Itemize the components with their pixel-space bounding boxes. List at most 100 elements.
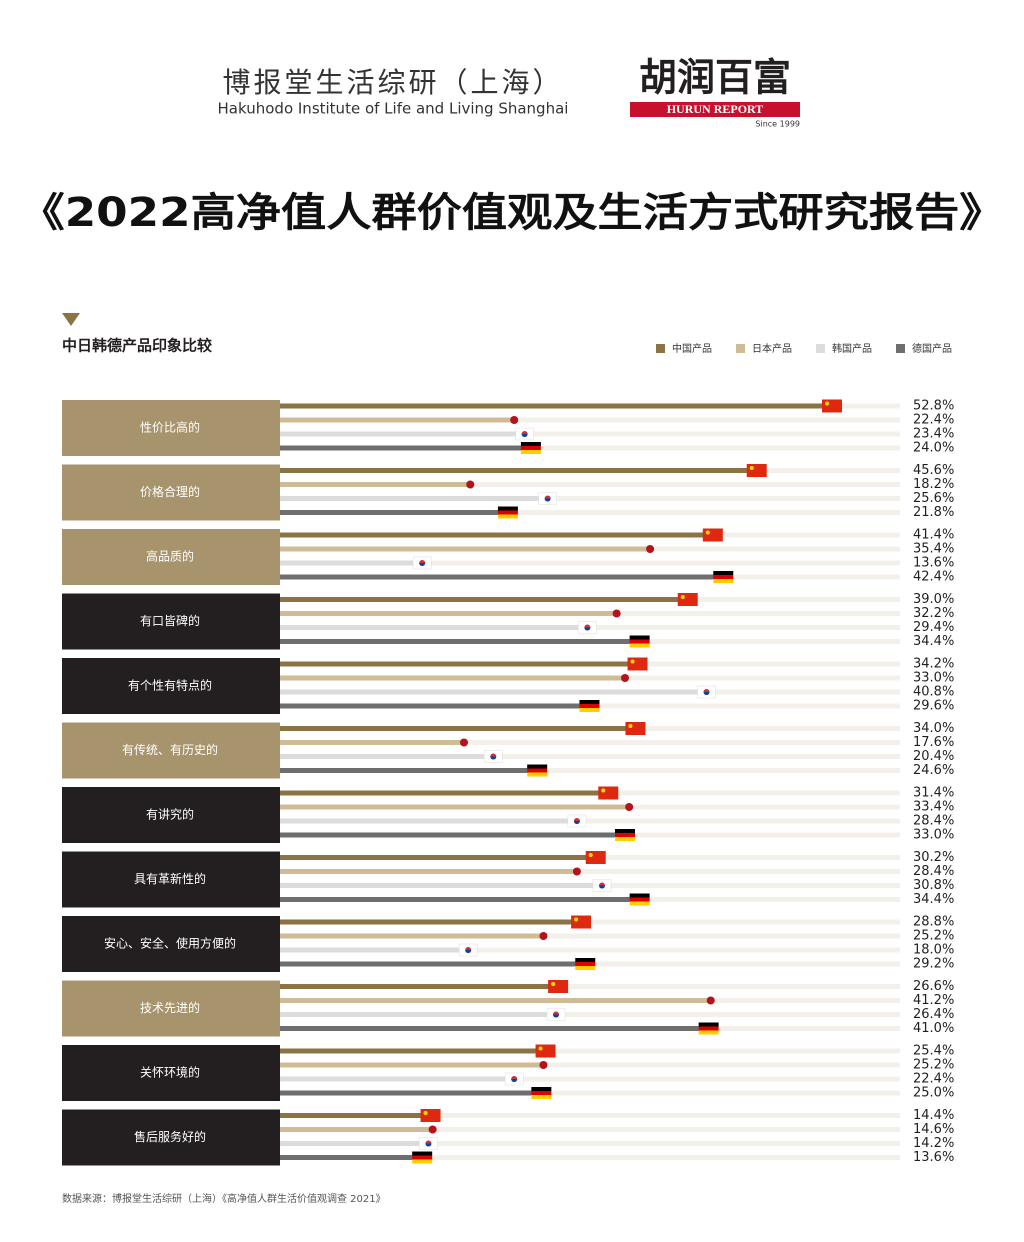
value-label: 23.4% xyxy=(913,427,954,442)
dot-jp xyxy=(646,545,655,553)
flag-kr-yin xyxy=(490,756,497,760)
track xyxy=(280,1062,900,1068)
flag-de xyxy=(527,768,548,773)
flag-de xyxy=(579,708,600,712)
flag-kr-yin xyxy=(573,821,580,825)
legend-label: 中国产品 xyxy=(672,342,712,355)
value-label: 30.8% xyxy=(913,878,954,893)
flag-de xyxy=(412,1151,433,1156)
flag-de xyxy=(575,958,596,962)
report-title: 《2022高净值人群价值观及生活方式研究报告》 xyxy=(20,190,1005,236)
flag-de xyxy=(629,635,650,640)
bar xyxy=(280,919,582,925)
track xyxy=(280,445,900,451)
track xyxy=(280,933,900,939)
bar xyxy=(280,768,538,773)
bar xyxy=(280,1090,542,1096)
value-label: 14.6% xyxy=(913,1122,954,1137)
bar xyxy=(280,984,559,989)
value-label: 29.2% xyxy=(913,957,954,972)
flag-kr-yin xyxy=(703,692,710,695)
flag-de xyxy=(615,837,635,841)
chart-title: 中日韩德产品印象比较 xyxy=(62,337,212,355)
value-label: 22.4% xyxy=(913,1072,954,1087)
bar xyxy=(280,417,515,423)
dot-jp xyxy=(539,932,548,940)
track xyxy=(280,482,900,487)
category-label: 有个性有特点的 xyxy=(128,678,212,693)
bar xyxy=(280,804,630,810)
value-label: 35.4% xyxy=(913,542,954,557)
dot-jp xyxy=(612,609,621,618)
bar xyxy=(280,947,469,953)
bar xyxy=(280,703,590,709)
flag-kr-yin xyxy=(465,950,472,954)
category-box xyxy=(62,658,280,714)
bar xyxy=(280,611,617,616)
value-label: 26.6% xyxy=(913,979,954,994)
bar xyxy=(280,1076,515,1082)
track xyxy=(280,1141,900,1146)
flag-de xyxy=(520,450,541,454)
bar xyxy=(280,754,494,759)
bar xyxy=(280,403,832,409)
flag-cn-star xyxy=(749,466,754,470)
value-label: 42.4% xyxy=(913,570,954,585)
org-en: Hakuhodo Institute of Life and Living Sh… xyxy=(218,100,569,118)
track xyxy=(280,768,900,773)
track xyxy=(280,818,900,824)
bar xyxy=(280,661,638,667)
category-label: 有讲究的 xyxy=(146,807,194,822)
value-label: 14.2% xyxy=(913,1136,954,1151)
flag-kr-yin xyxy=(511,1079,518,1082)
dot-jp xyxy=(428,1125,437,1134)
flag-de xyxy=(531,1087,552,1091)
value-label: 17.6% xyxy=(913,735,954,750)
track xyxy=(280,1048,900,1054)
flag-cn-star xyxy=(825,401,829,406)
category-box xyxy=(62,851,280,908)
flag-de xyxy=(579,700,600,704)
legend-label: 日本产品 xyxy=(752,342,792,355)
bar xyxy=(280,532,713,538)
bar xyxy=(280,675,625,681)
bar xyxy=(280,790,609,796)
category-label: 价格合理的 xyxy=(140,484,200,499)
flag-de xyxy=(579,704,600,708)
flag-de xyxy=(629,639,650,644)
track xyxy=(280,740,900,745)
flag-cn-star xyxy=(423,1111,428,1115)
bar xyxy=(280,560,423,566)
bar xyxy=(280,897,640,902)
track xyxy=(280,947,900,953)
value-label: 26.4% xyxy=(913,1007,954,1022)
category-box xyxy=(62,1045,280,1101)
marker-triangle xyxy=(62,313,80,326)
bar xyxy=(280,1048,546,1054)
bar xyxy=(280,639,640,644)
source: 数据来源：博报堂生活综研（上海）《高净值人群生活价值观调查 2021》 xyxy=(62,1192,386,1205)
value-label: 39.0% xyxy=(913,592,954,607)
bar xyxy=(280,625,588,630)
value-label: 33.0% xyxy=(913,828,954,843)
flag-cn-star xyxy=(538,1046,543,1051)
value-label: 30.2% xyxy=(913,850,954,865)
value-label: 25.6% xyxy=(913,491,954,506)
flag-de xyxy=(527,764,548,769)
value-label: 18.0% xyxy=(913,943,954,958)
flag-cn xyxy=(420,1109,441,1122)
value-label: 29.4% xyxy=(913,620,954,635)
category-box xyxy=(62,1109,280,1166)
value-label: 13.6% xyxy=(913,556,954,571)
track xyxy=(280,1090,900,1096)
value-label: 33.0% xyxy=(913,671,954,686)
value-label: 28.4% xyxy=(913,864,954,879)
flag-cn xyxy=(571,915,592,929)
flag-de xyxy=(412,1159,433,1164)
flag-de xyxy=(412,1155,433,1160)
category-label: 高品质的 xyxy=(146,549,194,564)
value-label: 41.0% xyxy=(913,1021,954,1036)
flag-cn-star xyxy=(628,724,633,728)
value-label: 29.6% xyxy=(913,699,954,714)
bar xyxy=(280,998,711,1003)
